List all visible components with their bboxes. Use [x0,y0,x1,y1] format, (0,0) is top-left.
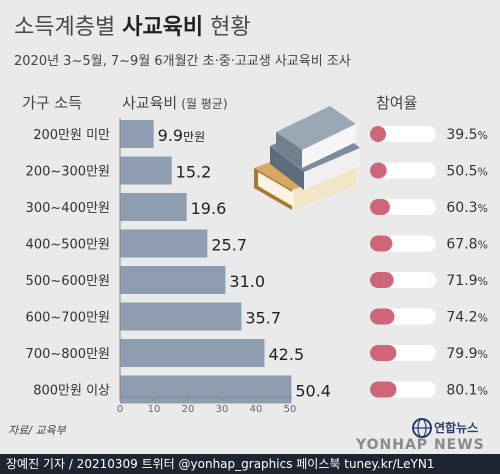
participation-label: 67.8% [446,237,488,253]
source-note: 자료/ 교육부 [8,424,67,437]
bar [120,266,226,294]
participation-fill [370,345,397,361]
chart-title: 소득계층별 사교육비 현황 [14,15,251,40]
participation-fill [370,235,393,252]
category-label: 600~700만원 [26,311,110,326]
participation-fill [370,199,390,215]
participation-label: 71.9% [446,273,488,289]
x-tick-label: 10 [148,404,161,415]
bars-layer: 200만원 미만 9.9만원 200~300만원 15.2 300~400만원 19.6 4… [26,120,331,404]
bar [120,339,265,367]
value-label: 31.0 [229,272,265,291]
participation-fill [370,272,394,288]
participation-track [370,162,436,179]
value-label: 35.7 [245,309,281,328]
bar [120,120,154,148]
watermark: YONHAP NEWS [355,437,485,453]
participation-track [370,126,436,142]
bar [120,156,172,185]
value-unit: 만원 [183,130,205,144]
chart-subtitle: 2020년 3~5월, 7~9월 6개월간 초·중·고교생 사교육비 조사 [14,54,351,69]
participation-label: 79.9% [446,346,488,362]
value-label: 15.2 [176,163,212,182]
value-label: 50.4 [295,382,331,401]
category-label: 200만원 미만 [33,128,110,143]
participation-label: 50.5% [446,164,488,180]
bar [120,302,242,331]
x-tick-label: 40 [250,404,263,415]
x-tick-label: 20 [182,404,195,415]
spending-column-header: 사교육비 (월 평균) [122,94,228,112]
books-icon [254,106,360,210]
footer-credit: 장예진 기자 / 20210309 트위터 @yonhap_graphics 페… [6,457,434,471]
participation-label: 74.2% [446,310,488,326]
title-bold: 사교육비 [122,15,203,40]
participation-layer: 39.5% 50.5% 60.3% 67.8% 71.9% 74.2% 79.9% 80.1% [370,126,488,399]
x-axis: 0 10 20 30 40 50 [117,118,297,415]
spending-header-unit: (월 평균) [181,97,227,111]
title-suffix: 현황 [203,15,250,40]
participation-fill [370,126,386,142]
bar [120,229,208,258]
participation-fill [370,308,395,325]
x-tick-label: 50 [284,404,297,415]
category-label: 700~800만원 [26,347,110,362]
x-tick-label: 30 [216,404,229,415]
participation-fill [370,162,387,179]
value-label: 19.6 [191,199,227,218]
logo-text: 연합뉴스 [434,420,478,435]
participation-label: 39.5% [446,127,488,143]
category-label: 500~600만원 [26,274,110,289]
participation-label: 60.3% [446,200,488,216]
x-tick-label: 0 [117,404,123,415]
bar [120,375,292,404]
yonhap-logo: 연합뉴스 [412,418,478,438]
title-prefix: 소득계층별 [14,15,122,40]
spending-header-label: 사교육비 [122,94,177,112]
participation-label: 80.1% [446,383,488,399]
category-label: 800만원 이상 [33,384,110,399]
participation-column-header: 참여율 [376,94,417,112]
value-label: 9.9만원 [158,126,206,145]
category-label: 300~400만원 [26,201,110,216]
participation-fill [370,381,397,398]
income-column-header: 가구 소득 [22,94,82,112]
footer-bar [0,454,500,474]
category-label: 200~300만원 [26,165,110,180]
bar [120,193,187,221]
value-label: 25.7 [211,236,247,255]
value-label: 42.5 [269,345,305,364]
category-label: 400~500만원 [26,238,110,253]
